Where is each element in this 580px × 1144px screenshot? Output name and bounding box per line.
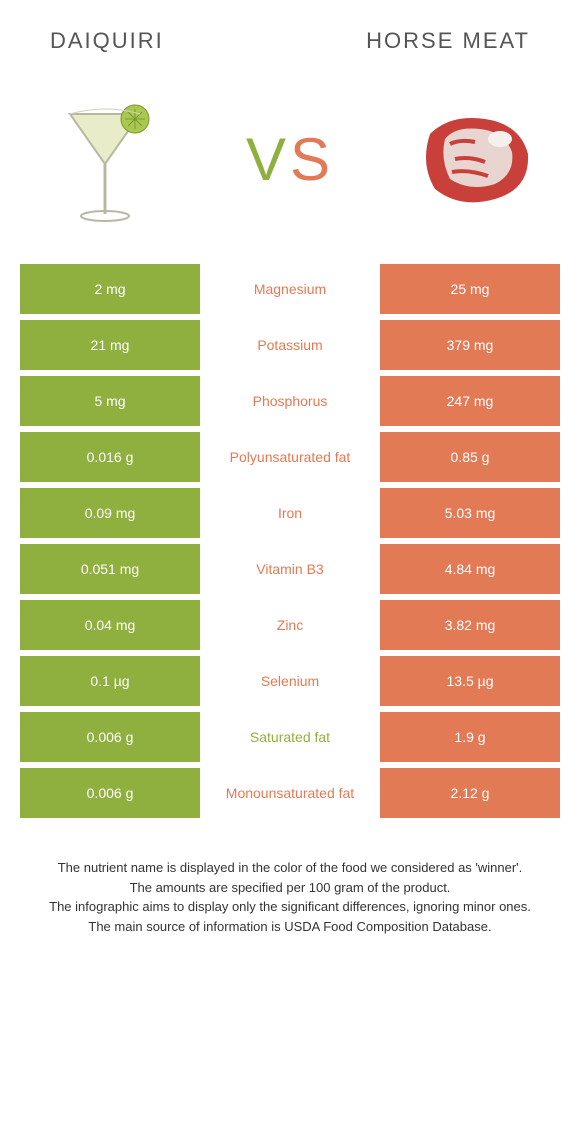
left-value-cell: 0.1 µg: [20, 656, 200, 706]
nutrient-label: Polyunsaturated fat: [200, 432, 380, 482]
vs-text: VS: [246, 125, 334, 194]
nutrient-label: Potassium: [200, 320, 380, 370]
nutrient-label: Vitamin B3: [200, 544, 380, 594]
nutrient-label: Zinc: [200, 600, 380, 650]
table-row: 0.1 µgSelenium13.5 µg: [20, 656, 560, 706]
right-value-cell: 13.5 µg: [380, 656, 560, 706]
nutrient-table: 2 mgMagnesium25 mg 21 mgPotassium379 mg 5 …: [20, 264, 560, 818]
table-row: 0.051 mgVitamin B34.84 mg: [20, 544, 560, 594]
horse-meat-image: [400, 84, 550, 234]
right-value-cell: 3.82 mg: [380, 600, 560, 650]
table-row: 0.006 gSaturated fat1.9 g: [20, 712, 560, 762]
table-row: 2 mgMagnesium25 mg: [20, 264, 560, 314]
nutrient-label: Saturated fat: [200, 712, 380, 762]
left-value-cell: 0.016 g: [20, 432, 200, 482]
nutrient-label: Magnesium: [200, 264, 380, 314]
header-row: DAIQUIRI HORSE MEAT: [0, 0, 580, 64]
left-value-cell: 0.051 mg: [20, 544, 200, 594]
footer-line: The main source of information is USDA F…: [30, 917, 550, 937]
left-value-cell: 0.09 mg: [20, 488, 200, 538]
table-row: 0.09 mgIron5.03 mg: [20, 488, 560, 538]
nutrient-label: Iron: [200, 488, 380, 538]
right-value-cell: 25 mg: [380, 264, 560, 314]
right-title: HORSE MEAT: [366, 28, 530, 54]
table-row: 0.04 mgZinc3.82 mg: [20, 600, 560, 650]
footer-line: The infographic aims to display only the…: [30, 897, 550, 917]
vs-letter-s: S: [290, 126, 334, 193]
right-value-cell: 4.84 mg: [380, 544, 560, 594]
right-value-cell: 2.12 g: [380, 768, 560, 818]
footer-line: The amounts are specified per 100 gram o…: [30, 878, 550, 898]
footer-notes: The nutrient name is displayed in the co…: [30, 858, 550, 936]
left-value-cell: 5 mg: [20, 376, 200, 426]
table-row: 0.016 gPolyunsaturated fat0.85 g: [20, 432, 560, 482]
nutrient-label: Selenium: [200, 656, 380, 706]
left-value-cell: 0.006 g: [20, 712, 200, 762]
left-value-cell: 2 mg: [20, 264, 200, 314]
right-value-cell: 1.9 g: [380, 712, 560, 762]
right-value-cell: 0.85 g: [380, 432, 560, 482]
right-value-cell: 5.03 mg: [380, 488, 560, 538]
right-value-cell: 247 mg: [380, 376, 560, 426]
nutrient-label: Monounsaturated fat: [200, 768, 380, 818]
left-title: DAIQUIRI: [50, 28, 164, 54]
table-row: 5 mgPhosphorus247 mg: [20, 376, 560, 426]
left-value-cell: 21 mg: [20, 320, 200, 370]
right-value-cell: 379 mg: [380, 320, 560, 370]
vs-letter-v: V: [246, 126, 290, 193]
left-value-cell: 0.006 g: [20, 768, 200, 818]
images-row: VS: [0, 64, 580, 264]
left-value-cell: 0.04 mg: [20, 600, 200, 650]
footer-line: The nutrient name is displayed in the co…: [30, 858, 550, 878]
nutrient-label: Phosphorus: [200, 376, 380, 426]
daiquiri-image: [30, 84, 180, 234]
table-row: 0.006 gMonounsaturated fat2.12 g: [20, 768, 560, 818]
table-row: 21 mgPotassium379 mg: [20, 320, 560, 370]
